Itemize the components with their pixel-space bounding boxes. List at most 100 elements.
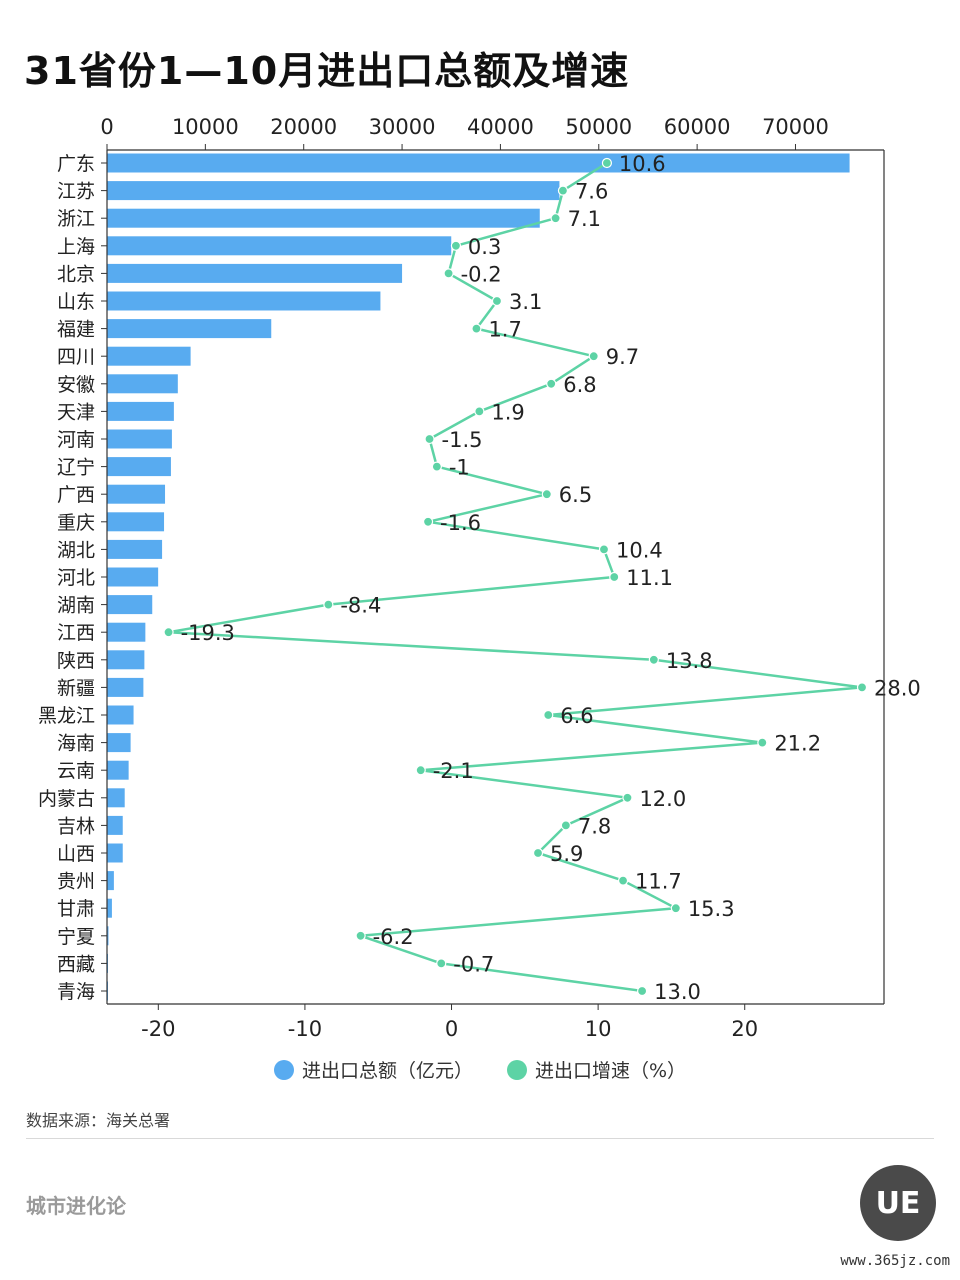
bar — [107, 788, 125, 808]
growth-label: 9.7 — [606, 345, 639, 369]
growth-label: 11.1 — [626, 566, 673, 590]
growth-point — [532, 847, 544, 859]
growth-label: -0.2 — [461, 262, 502, 286]
category-label: 内蒙古 — [38, 788, 95, 810]
growth-point — [598, 544, 610, 555]
top-tick-label: 20000 — [270, 115, 337, 139]
top-tick-label: 10000 — [172, 115, 239, 139]
top-tick-label: 30000 — [369, 115, 436, 139]
bar — [107, 429, 172, 449]
growth-label: -6.2 — [373, 925, 414, 949]
bar — [107, 622, 146, 642]
bar — [107, 567, 159, 587]
growth-point — [617, 875, 629, 886]
bar — [107, 319, 272, 339]
category-label: 山西 — [57, 843, 95, 865]
category-label: 天津 — [57, 401, 95, 423]
brand-name: 城市进化论 — [26, 1194, 126, 1218]
category-label: 辽宁 — [57, 457, 95, 479]
category-label: 安徽 — [57, 374, 95, 396]
bar-series — [107, 153, 850, 1001]
data-source: 数据来源：海关总署 — [26, 1111, 171, 1130]
growth-point — [588, 351, 599, 362]
growth-point — [323, 599, 334, 610]
bar — [107, 291, 381, 311]
bar — [107, 898, 112, 918]
divider — [26, 1138, 934, 1139]
growth-label: 15.3 — [688, 897, 735, 921]
growth-point — [474, 406, 485, 417]
bar — [107, 760, 129, 780]
growth-label: 13.8 — [666, 649, 713, 673]
legend-item-line[interactable]: 进出口增速（%） — [506, 1056, 686, 1083]
category-label: 福建 — [57, 319, 95, 341]
bar — [107, 815, 123, 835]
category-label: 上海 — [57, 236, 95, 258]
growth-line — [167, 161, 864, 993]
growth-point — [424, 433, 435, 445]
bar — [107, 484, 166, 504]
growth-point — [609, 571, 620, 583]
category-label: 海南 — [57, 733, 95, 755]
bar — [107, 208, 540, 228]
bar — [107, 926, 109, 946]
growth-point — [601, 157, 613, 169]
growth-point — [550, 213, 561, 224]
growth-label: -2.1 — [433, 759, 474, 783]
category-label: 甘肃 — [57, 898, 95, 920]
growth-label: -19.3 — [181, 621, 235, 645]
bar — [107, 677, 144, 697]
category-label: 北京 — [57, 263, 95, 285]
category-label: 西藏 — [57, 953, 95, 975]
category-label: 广西 — [57, 484, 95, 506]
category-label: 云南 — [57, 760, 95, 782]
growth-point — [450, 240, 462, 251]
bar — [107, 401, 174, 421]
site-url: www.365jz.com — [840, 1253, 950, 1269]
bottom-tick-label: -10 — [288, 1017, 322, 1041]
growth-label: 12.0 — [639, 787, 686, 811]
growth-label: 7.8 — [578, 814, 611, 838]
growth-point — [355, 930, 366, 941]
growth-point — [546, 378, 557, 389]
category-label: 贵州 — [57, 871, 95, 893]
bar — [107, 705, 134, 725]
bar — [107, 346, 191, 366]
growth-label: 6.8 — [563, 373, 596, 397]
legend-item-bar[interactable]: 进出口总额（亿元） — [273, 1056, 473, 1083]
category-label: 湖南 — [57, 595, 95, 617]
plot-frame: 广东江苏浙江上海北京山东福建四川安徽天津河南辽宁广西重庆湖北河北湖南江西陕西新疆… — [38, 149, 885, 1005]
growth-label: -1 — [449, 456, 470, 480]
growth-point — [491, 295, 503, 307]
category-label: 山东 — [57, 291, 95, 313]
category-label: 江西 — [57, 622, 95, 644]
bar — [107, 843, 123, 863]
growth-label: 1.9 — [491, 400, 524, 424]
category-label: 陕西 — [57, 650, 95, 672]
category-label: 四川 — [57, 346, 95, 368]
growth-label: 7.1 — [568, 207, 601, 231]
top-axis: 0 10000 20000 30000 40000 50000 60000 70000 — [100, 115, 829, 150]
legend-bar-label: 进出口总额（亿元） — [301, 1060, 473, 1082]
top-tick-label: 50000 — [565, 115, 632, 139]
line-series: 10.6 7.6 7.1 0.3 -0.2 3.1 1.7 9.7 6.8 1.9 -1.5 -1 6.… — [163, 152, 921, 1004]
legend: 进出口总额（亿元） 进出口增速（%） — [0, 1056, 960, 1083]
category-label: 青海 — [57, 981, 95, 1003]
top-tick-label: 60000 — [664, 115, 731, 139]
line-legend-marker — [506, 1059, 527, 1080]
growth-point — [648, 654, 659, 665]
growth-point — [637, 985, 648, 997]
category-label: 湖北 — [57, 539, 95, 561]
growth-label: 21.2 — [774, 732, 821, 756]
growth-point — [560, 820, 571, 831]
category-label: 重庆 — [57, 512, 95, 534]
category-label: 广东 — [57, 153, 95, 175]
growth-label: 10.4 — [616, 538, 663, 562]
bar — [107, 539, 163, 559]
category-label: 吉林 — [57, 815, 95, 837]
growth-label: -0.7 — [453, 952, 494, 976]
category-label: 宁夏 — [57, 926, 95, 948]
growth-label: 1.7 — [488, 318, 521, 342]
bottom-tick-label: 10 — [585, 1017, 612, 1041]
